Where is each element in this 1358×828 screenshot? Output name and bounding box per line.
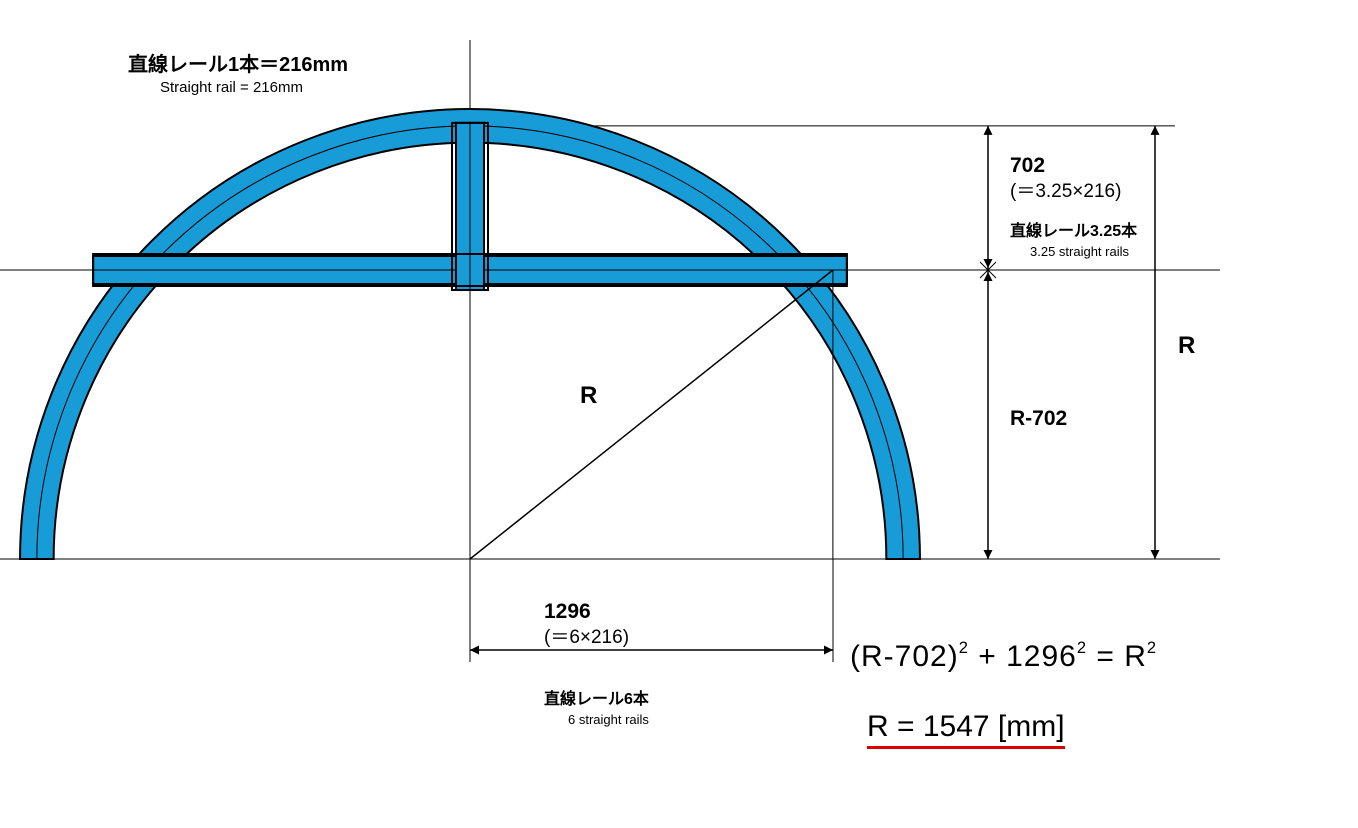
radius-R-label: R xyxy=(580,380,597,411)
title-en-text: Straight rail = 216mm xyxy=(160,79,303,96)
dim-1296-jp: 直線レール6本 xyxy=(544,690,649,711)
result-line: R = 1547 [mm] xyxy=(867,710,1065,749)
dim-702-value: 702 xyxy=(1010,152,1045,179)
dim-1296-en-text: 6 straight rails xyxy=(568,712,649,727)
dim-702-en-text: 3.25 straight rails xyxy=(1030,244,1129,259)
equation-text: (R-702)2 + 12962 = R2 xyxy=(850,640,1157,673)
dim-702-sub: (＝3.25×216) xyxy=(1010,180,1121,205)
dim-1296-jp-text: 直線レール6本 xyxy=(544,691,649,708)
radius-R-text: R xyxy=(580,382,597,409)
dim-1296-value: 1296 xyxy=(544,598,591,625)
dim-1296-text: 1296 xyxy=(544,600,591,623)
result-text: R = 1547 [mm] xyxy=(867,710,1065,749)
title-en: Straight rail = 216mm xyxy=(160,78,303,98)
dim-702-jp: 直線レール3.25本 xyxy=(1010,222,1137,243)
dim-1296-en: 6 straight rails xyxy=(568,712,649,729)
title-jp-text: 直線レール1本＝216mm xyxy=(128,54,348,76)
dim-702-sub-text: (＝3.25×216) xyxy=(1010,181,1121,202)
dim-1296-sub-text: (＝6×216) xyxy=(544,627,629,648)
dim-R-minus-text: R-702 xyxy=(1010,407,1067,430)
equation-line: (R-702)2 + 12962 = R2 xyxy=(850,640,1157,674)
title-jp: 直線レール1本＝216mm xyxy=(128,52,348,78)
diagram-svg xyxy=(0,0,1358,828)
dim-R-minus: R-702 xyxy=(1010,405,1067,432)
dim-R-outer: R xyxy=(1178,330,1195,361)
dim-R-outer-text: R xyxy=(1178,332,1195,359)
dim-702-jp-text: 直線レール3.25本 xyxy=(1010,223,1137,240)
dim-702-en: 3.25 straight rails xyxy=(1030,244,1129,261)
dim-1296-sub: (＝6×216) xyxy=(544,626,629,651)
dim-702-text: 702 xyxy=(1010,154,1045,177)
